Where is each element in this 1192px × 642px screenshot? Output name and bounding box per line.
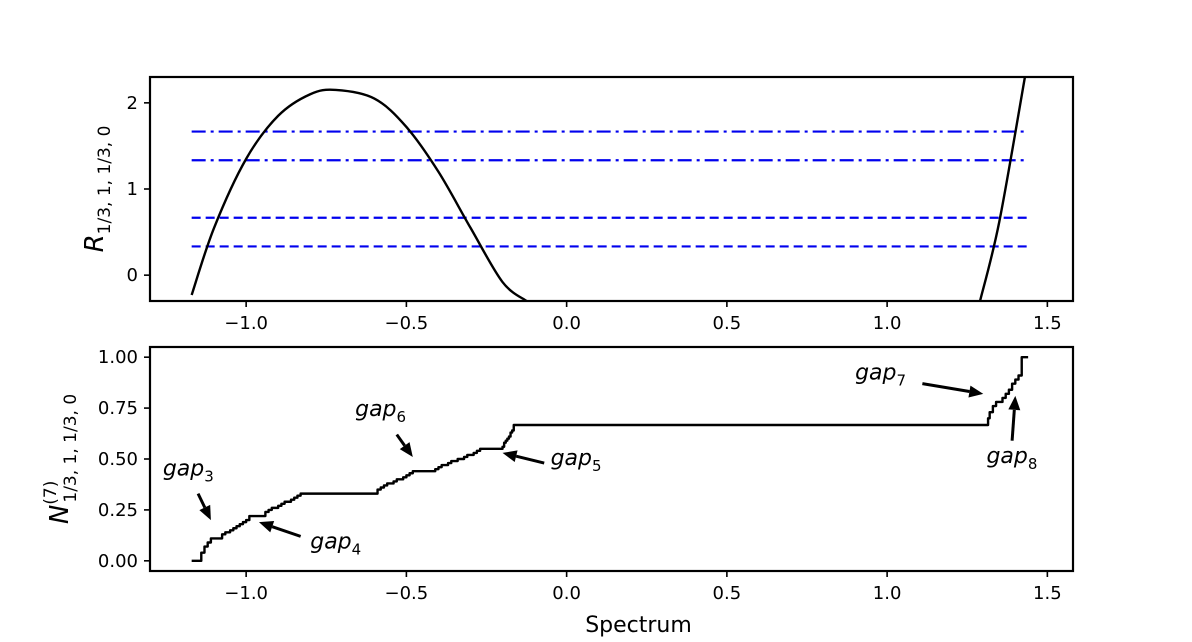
annotation-label-base: gap <box>355 397 396 422</box>
annotation-label-sub: 5 <box>592 457 602 475</box>
curve-line-1 <box>978 77 1027 301</box>
annotation-arrow-shaft <box>515 454 545 465</box>
annotation-arrowhead <box>502 450 518 463</box>
annotation-label: gap8 <box>986 444 1037 473</box>
curve-line-0 <box>190 88 528 301</box>
x-tick-label: 0.5 <box>713 583 742 604</box>
annotation-label-sub: 7 <box>896 372 906 390</box>
annotation-label-sub: 4 <box>352 541 362 559</box>
annotation-label-base: gap <box>855 361 896 386</box>
annotation-label: gap3 <box>163 456 214 485</box>
annotation-label-base: gap <box>551 446 592 471</box>
x-tick-label: 0.0 <box>552 583 581 604</box>
y-axis-label-main: R <box>80 234 110 252</box>
annotation-arrow-shaft <box>196 492 207 509</box>
y-tick-label: 0.75 <box>98 398 138 419</box>
y-tick-label: 0.00 <box>98 551 138 572</box>
annotation-label-sub: 6 <box>397 408 407 426</box>
annotation-label-sub: 8 <box>1028 455 1038 473</box>
x-tick-label: 1.5 <box>1033 583 1062 604</box>
annotation-label: gap6 <box>355 397 406 426</box>
y-tick-label: 0 <box>127 265 138 286</box>
x-tick-label: −0.5 <box>385 583 429 604</box>
x-tick-label: −1.0 <box>224 583 268 604</box>
axes-frame <box>148 75 1075 303</box>
annotation-arrow-shaft <box>395 433 406 447</box>
y-tick-label: 2 <box>127 93 138 114</box>
annotation-label-base: gap <box>163 456 204 481</box>
y-axis-label-sub: 1/3, 1, 1/3, 0 <box>95 126 115 235</box>
x-tick-label: 0.0 <box>552 313 581 334</box>
y-tick-label: 0.25 <box>98 500 138 521</box>
annotation-arrowhead <box>399 442 413 457</box>
y-tick-label: 1 <box>127 179 138 200</box>
top-panel: −1.0 −0.5 0.0 0.5 1.0 1.5 0 1 2 R1/3, 1, 1/3, 0 <box>80 75 1075 334</box>
x-axis-label: Spectrum <box>585 613 692 638</box>
annotation-label-sub: 3 <box>204 467 214 485</box>
axes-frame <box>148 345 1075 573</box>
y-tick-label: 1.00 <box>98 347 138 368</box>
annotation-arrowhead <box>199 504 211 521</box>
bottom-panel: −1.0 −0.5 0.0 0.5 1.0 1.5 0.00 0.25 0.50 0.75 1.00… <box>41 345 1075 638</box>
y-axis-label-sub: 1/3, 1, 1/3, 0 <box>61 394 81 503</box>
plot-area <box>191 355 1029 563</box>
annotation-label: gap4 <box>310 530 361 559</box>
annotation-arrowhead <box>1008 395 1021 411</box>
x-tick-label: 1.0 <box>873 313 902 334</box>
x-tick-label: −1.0 <box>224 313 268 334</box>
y-axis-label: R1/3, 1, 1/3, 0 <box>80 126 115 253</box>
x-tick-label: 0.5 <box>713 313 742 334</box>
annotation-arrow-shaft <box>1010 409 1016 441</box>
annotation-label: gap7 <box>855 361 906 390</box>
y-axis-label-sup: (7) <box>41 481 61 505</box>
annotation-label-base: gap <box>310 530 351 555</box>
y-axis-label-main: N <box>45 505 75 524</box>
annotation-arrowhead <box>258 520 275 533</box>
annotation-arrowhead <box>968 385 984 398</box>
x-tick-label: 1.5 <box>1033 313 1062 334</box>
plot-area <box>190 77 1029 301</box>
annotation-label: gap5 <box>551 446 602 475</box>
y-tick-label: 0.50 <box>98 449 138 470</box>
counting-step-line <box>191 355 1029 563</box>
x-tick-label: 1.0 <box>873 583 902 604</box>
y-axis-label: N(7)1/3, 1, 1/3, 0 <box>41 394 81 524</box>
x-tick-label: −0.5 <box>385 313 429 334</box>
annotation-label-base: gap <box>986 444 1027 469</box>
annotation-arrow-shaft <box>922 382 970 394</box>
annotation-arrow-shaft <box>271 525 302 538</box>
